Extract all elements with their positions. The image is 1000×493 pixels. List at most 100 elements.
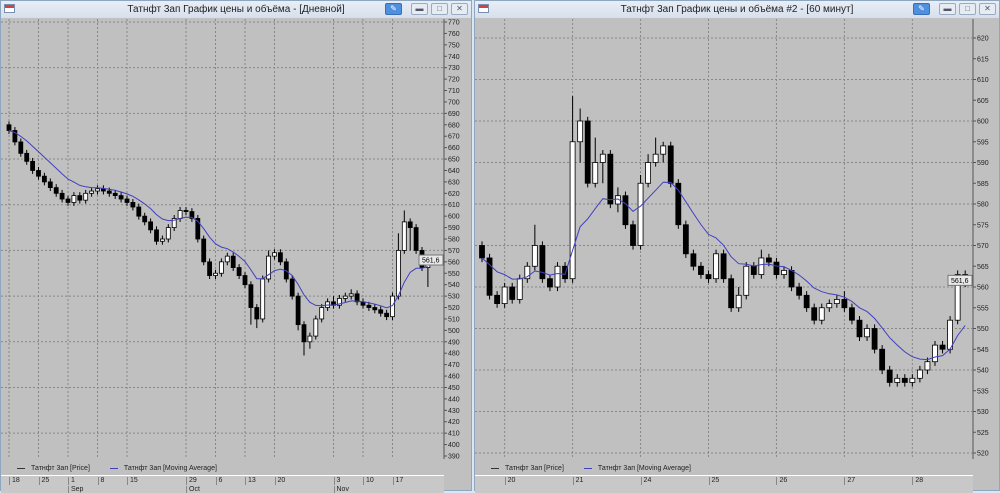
candle-down xyxy=(871,328,878,350)
candle-down xyxy=(547,278,553,288)
candle-down xyxy=(136,206,142,217)
x-tick-label: 20 xyxy=(274,477,285,485)
y-tick-label: 390 xyxy=(448,454,460,461)
candle-down xyxy=(720,253,727,280)
candle-up xyxy=(266,255,272,280)
candle-up xyxy=(319,307,325,320)
candle-up xyxy=(348,293,354,297)
x-tick-label: 25 xyxy=(38,477,49,485)
candle-down xyxy=(667,145,674,184)
legend-label: Татнфт 3ап [Price] xyxy=(505,464,564,472)
moving-average-line xyxy=(8,130,429,309)
candle-up xyxy=(516,278,523,300)
candle-up xyxy=(743,265,750,296)
maximize-button[interactable]: □ xyxy=(431,3,448,15)
candle-up xyxy=(894,377,901,383)
y-tick-label: 610 xyxy=(448,202,460,209)
candle-down xyxy=(154,229,159,242)
candle-up xyxy=(336,297,342,306)
x-tick-label: 15 xyxy=(127,477,138,485)
candle-down xyxy=(47,181,53,189)
candle-down xyxy=(856,319,863,338)
window-titlebar[interactable]: Татнфт 3ап График цены и объёма #2 - [60… xyxy=(475,1,999,18)
candle-up xyxy=(159,238,165,242)
y-tick-label: 570 xyxy=(448,248,460,255)
y-tick-label: 450 xyxy=(448,385,460,392)
y-tick-label: 760 xyxy=(448,31,460,38)
candle-up xyxy=(224,255,230,263)
legend-item-ma: Татнфт 3ап [Moving Average] xyxy=(583,462,691,474)
x-tick-label: 24 xyxy=(640,477,651,485)
candle-up xyxy=(213,272,218,276)
maximize-button[interactable]: □ xyxy=(959,3,976,15)
x-tick-label: 27 xyxy=(844,477,855,485)
candle-down xyxy=(118,195,124,200)
legend-item-price: Татнфт 3ап [Price] xyxy=(491,462,564,474)
close-button[interactable]: ✕ xyxy=(979,3,996,15)
y-tick-label: 615 xyxy=(977,56,989,63)
candle-down xyxy=(124,198,130,203)
candle-down xyxy=(675,182,682,226)
moving-average-line xyxy=(481,181,966,361)
candle-up xyxy=(826,303,833,309)
price-chart[interactable]: 770 760 750 740 730 720 710 700 690 680 670 660 650 6… xyxy=(1,19,471,461)
y-tick-label: 525 xyxy=(977,430,989,437)
legend-label: Татнфт 3ап [Moving Average] xyxy=(123,464,217,472)
chart-legend: Татнфт 3ап [Price] Татнфт 3ап [Moving Av… xyxy=(1,462,471,474)
window-titlebar[interactable]: Татнфт 3ап График цены и объёма - [Дневн… xyxy=(1,1,471,18)
minimize-button[interactable]: ▬ xyxy=(411,3,428,15)
y-tick-label: 490 xyxy=(448,339,460,346)
candle-down xyxy=(201,238,207,263)
close-button[interactable]: ✕ xyxy=(451,3,468,15)
x-month-label: Oct xyxy=(186,486,200,493)
candle-down xyxy=(236,267,242,276)
candle-up xyxy=(401,221,407,251)
y-tick-label: 560 xyxy=(977,285,989,292)
y-tick-label: 640 xyxy=(448,168,460,175)
candle-up xyxy=(524,265,531,280)
x-month-label: Sep xyxy=(68,486,83,493)
candle-down xyxy=(277,252,283,263)
link-pin-icon[interactable]: ✎ xyxy=(385,3,402,15)
candle-down xyxy=(879,348,886,371)
candle-down xyxy=(354,293,360,303)
link-pin-icon[interactable]: ✎ xyxy=(913,3,930,15)
candle-up xyxy=(501,286,508,305)
y-tick-label: 540 xyxy=(977,368,989,375)
window-app-icon[interactable] xyxy=(478,4,489,13)
y-tick-label: 590 xyxy=(448,225,460,232)
candle-down xyxy=(230,255,236,268)
y-tick-label: 585 xyxy=(977,181,989,188)
candle-down xyxy=(811,307,818,321)
minimize-button[interactable]: ▬ xyxy=(939,3,956,15)
y-tick-label: 430 xyxy=(448,408,460,415)
candle-down xyxy=(183,210,189,212)
candle-down xyxy=(112,192,118,197)
candle-up xyxy=(260,278,266,320)
candle-down xyxy=(36,170,41,177)
candle-up xyxy=(599,153,606,163)
candle-down xyxy=(886,369,893,383)
candle-down xyxy=(479,245,485,259)
candle-down xyxy=(65,198,71,203)
x-tick-label: 6 xyxy=(215,477,222,485)
candle-down xyxy=(378,309,384,314)
x-tick-label: 3 xyxy=(333,477,340,485)
x-axis: 18 25 1 8 15 29 6 13 20 3 10 17 Sep Oct Nov xyxy=(1,475,444,493)
candle-down xyxy=(18,141,24,154)
window-app-icon[interactable] xyxy=(4,4,15,13)
candle-down xyxy=(384,312,390,318)
x-tick-label: 20 xyxy=(504,477,515,485)
window-title: Татнфт 3ап График цены и объёма - [Дневн… xyxy=(127,4,345,15)
candle-down xyxy=(77,195,83,201)
candle-down xyxy=(607,153,614,205)
candle-up xyxy=(89,190,94,194)
last-price-label: 561,6 xyxy=(422,258,440,265)
candle-down xyxy=(705,274,712,280)
y-tick-label: 545 xyxy=(977,347,989,354)
candle-down xyxy=(773,261,780,275)
chart-legend: Татнфт 3ап [Price] Татнфт 3ап [Moving Av… xyxy=(475,462,999,474)
candle-up xyxy=(342,295,348,299)
price-chart[interactable]: 620 615 610 605 600 595 590 585 580 575 570 565 560 5… xyxy=(475,19,999,461)
candle-down xyxy=(750,265,757,275)
